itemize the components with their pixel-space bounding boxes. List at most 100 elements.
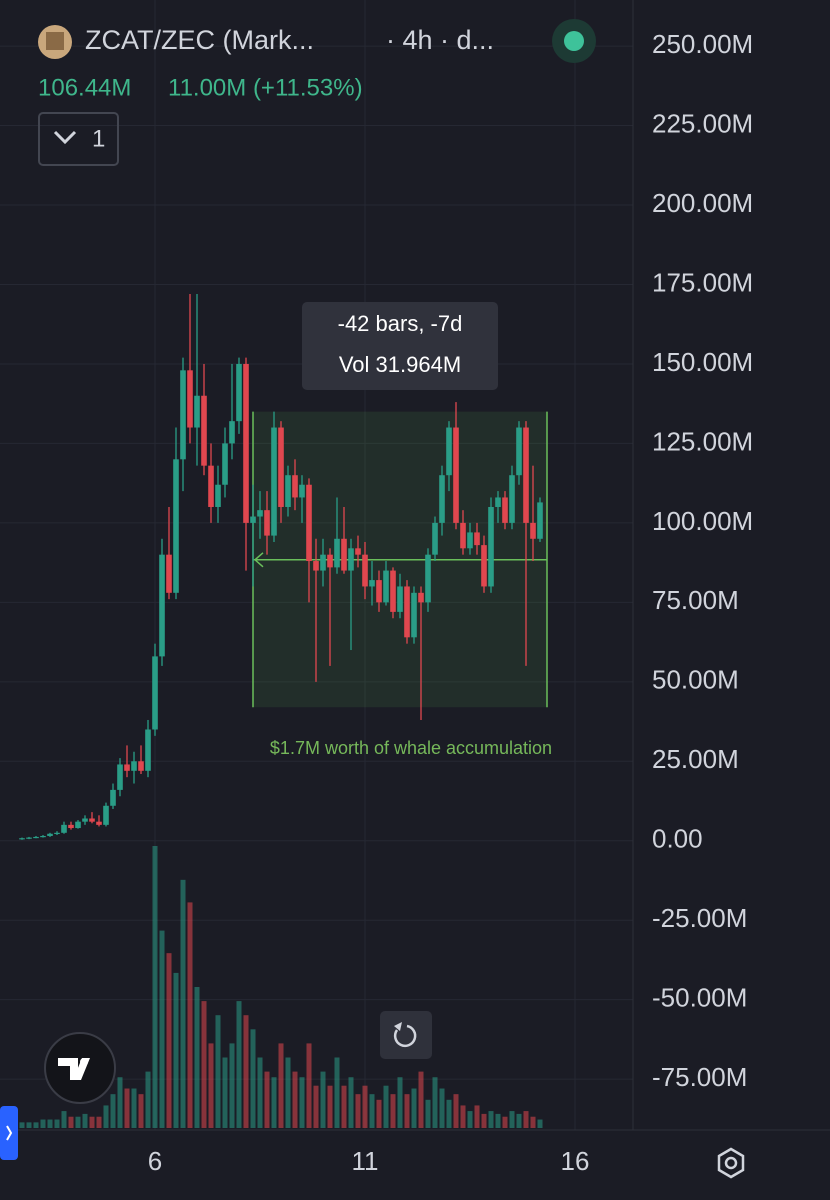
- volume-bar: [390, 1094, 396, 1128]
- volume-bar: [425, 1099, 431, 1128]
- candle-body: [334, 538, 340, 568]
- axes: 250.00M 225.00M 200.00M 175.00M 150.00M 125.0…: [148, 29, 753, 1176]
- settings-icon[interactable]: [717, 1147, 745, 1179]
- volume-bar: [194, 987, 200, 1128]
- volume-bar: [208, 1043, 214, 1128]
- tv-logo-dot: [80, 1058, 88, 1066]
- volume-bar: [418, 1071, 424, 1128]
- panes-count[interactable]: 1: [92, 125, 105, 152]
- volume-bar: [530, 1116, 536, 1128]
- candle-body: [117, 764, 123, 790]
- volume-bar: [495, 1113, 501, 1128]
- volume-bar: [19, 1122, 25, 1128]
- volume-bar: [173, 972, 179, 1128]
- candle-body: [222, 443, 228, 485]
- volume-bar: [222, 1057, 228, 1128]
- candle-body: [68, 824, 74, 829]
- candle-body: [439, 475, 445, 523]
- volume-bar: [236, 1001, 242, 1128]
- settings-icon-center: [724, 1156, 738, 1170]
- volume-bar: [383, 1085, 389, 1128]
- candle-body: [173, 459, 179, 593]
- candle-body: [537, 502, 543, 539]
- volume-bar: [124, 1088, 130, 1128]
- volume-bar: [397, 1077, 403, 1128]
- candle-body: [19, 838, 25, 840]
- candle-body: [327, 554, 333, 568]
- candle-body: [404, 586, 410, 638]
- candle-body: [152, 656, 158, 730]
- volume-bar: [117, 1077, 123, 1128]
- candle-body: [54, 832, 60, 834]
- candle-body: [348, 548, 354, 571]
- chevron-icon: [53, 130, 77, 145]
- x-tick-label: 11: [352, 1146, 379, 1176]
- candle-body: [432, 522, 438, 555]
- candle-body: [397, 586, 403, 612]
- measure-arrow: [253, 552, 264, 568]
- reset-icon: [393, 1024, 417, 1047]
- volume-bar: [166, 953, 172, 1128]
- candle-body: [75, 821, 81, 829]
- candle-body: [355, 548, 361, 555]
- volume-bar: [488, 1111, 494, 1128]
- volume-bar: [537, 1119, 543, 1128]
- candle-body: [341, 538, 347, 571]
- candle-body: [495, 497, 501, 507]
- panes-button[interactable]: [38, 112, 119, 166]
- candle-body: [481, 545, 487, 587]
- volume-bar: [509, 1111, 515, 1128]
- candle-body: [215, 484, 221, 507]
- volume-bar: [285, 1057, 291, 1128]
- volume-bar: [460, 1105, 466, 1128]
- y-tick-label: 125.00M: [652, 426, 753, 456]
- volume-bar: [215, 1015, 221, 1128]
- candle-body: [201, 395, 207, 466]
- y-tick-label: 175.00M: [652, 267, 753, 297]
- candle-body: [292, 475, 298, 498]
- volume-bar: [257, 1057, 263, 1128]
- volume-bar: [26, 1122, 32, 1128]
- candle-body: [390, 570, 396, 612]
- y-tick-label: 0.00: [652, 824, 703, 854]
- volume-bar: [313, 1085, 319, 1128]
- candle-body: [264, 510, 270, 536]
- x-tick-label: 16: [561, 1146, 590, 1176]
- volume-bar: [411, 1088, 417, 1128]
- volume-bar: [376, 1099, 382, 1128]
- side-tab[interactable]: [0, 1106, 18, 1160]
- candle-body: [89, 818, 95, 822]
- reset-arrow: [394, 1022, 402, 1031]
- candle-body: [82, 818, 88, 822]
- candle-body: [278, 427, 284, 507]
- candle-body: [516, 427, 522, 476]
- y-tick-label: 225.00M: [652, 108, 753, 138]
- candle-body: [502, 497, 508, 523]
- volume-bar: [432, 1077, 438, 1128]
- volume-bar: [320, 1071, 326, 1128]
- volume-bar: [89, 1116, 95, 1128]
- volume-bar: [439, 1088, 445, 1128]
- volume-bar: [481, 1113, 487, 1128]
- candle-body: [271, 427, 277, 536]
- candle-body: [257, 510, 263, 517]
- candle-body: [523, 427, 529, 523]
- candle-body: [418, 592, 424, 603]
- candle-body: [250, 516, 256, 523]
- volume-bar: [54, 1119, 60, 1128]
- reset-button[interactable]: [380, 1011, 432, 1059]
- measure-tool: [252, 411, 548, 708]
- candle-body: [194, 395, 200, 428]
- symbol-logo-face: [46, 32, 64, 50]
- volume-bar: [40, 1119, 46, 1128]
- candle-body: [425, 554, 431, 603]
- interval[interactable]: · 4h · d...: [386, 25, 494, 55]
- volume-bar: [159, 930, 165, 1128]
- annotation: $1.7M worth of whale accumulation: [270, 738, 552, 758]
- candle-body: [124, 764, 130, 771]
- candle-body: [131, 761, 137, 771]
- candle-body: [96, 821, 102, 825]
- symbol-title[interactable]: ZCAT/ZEC (Mark...: [85, 25, 314, 55]
